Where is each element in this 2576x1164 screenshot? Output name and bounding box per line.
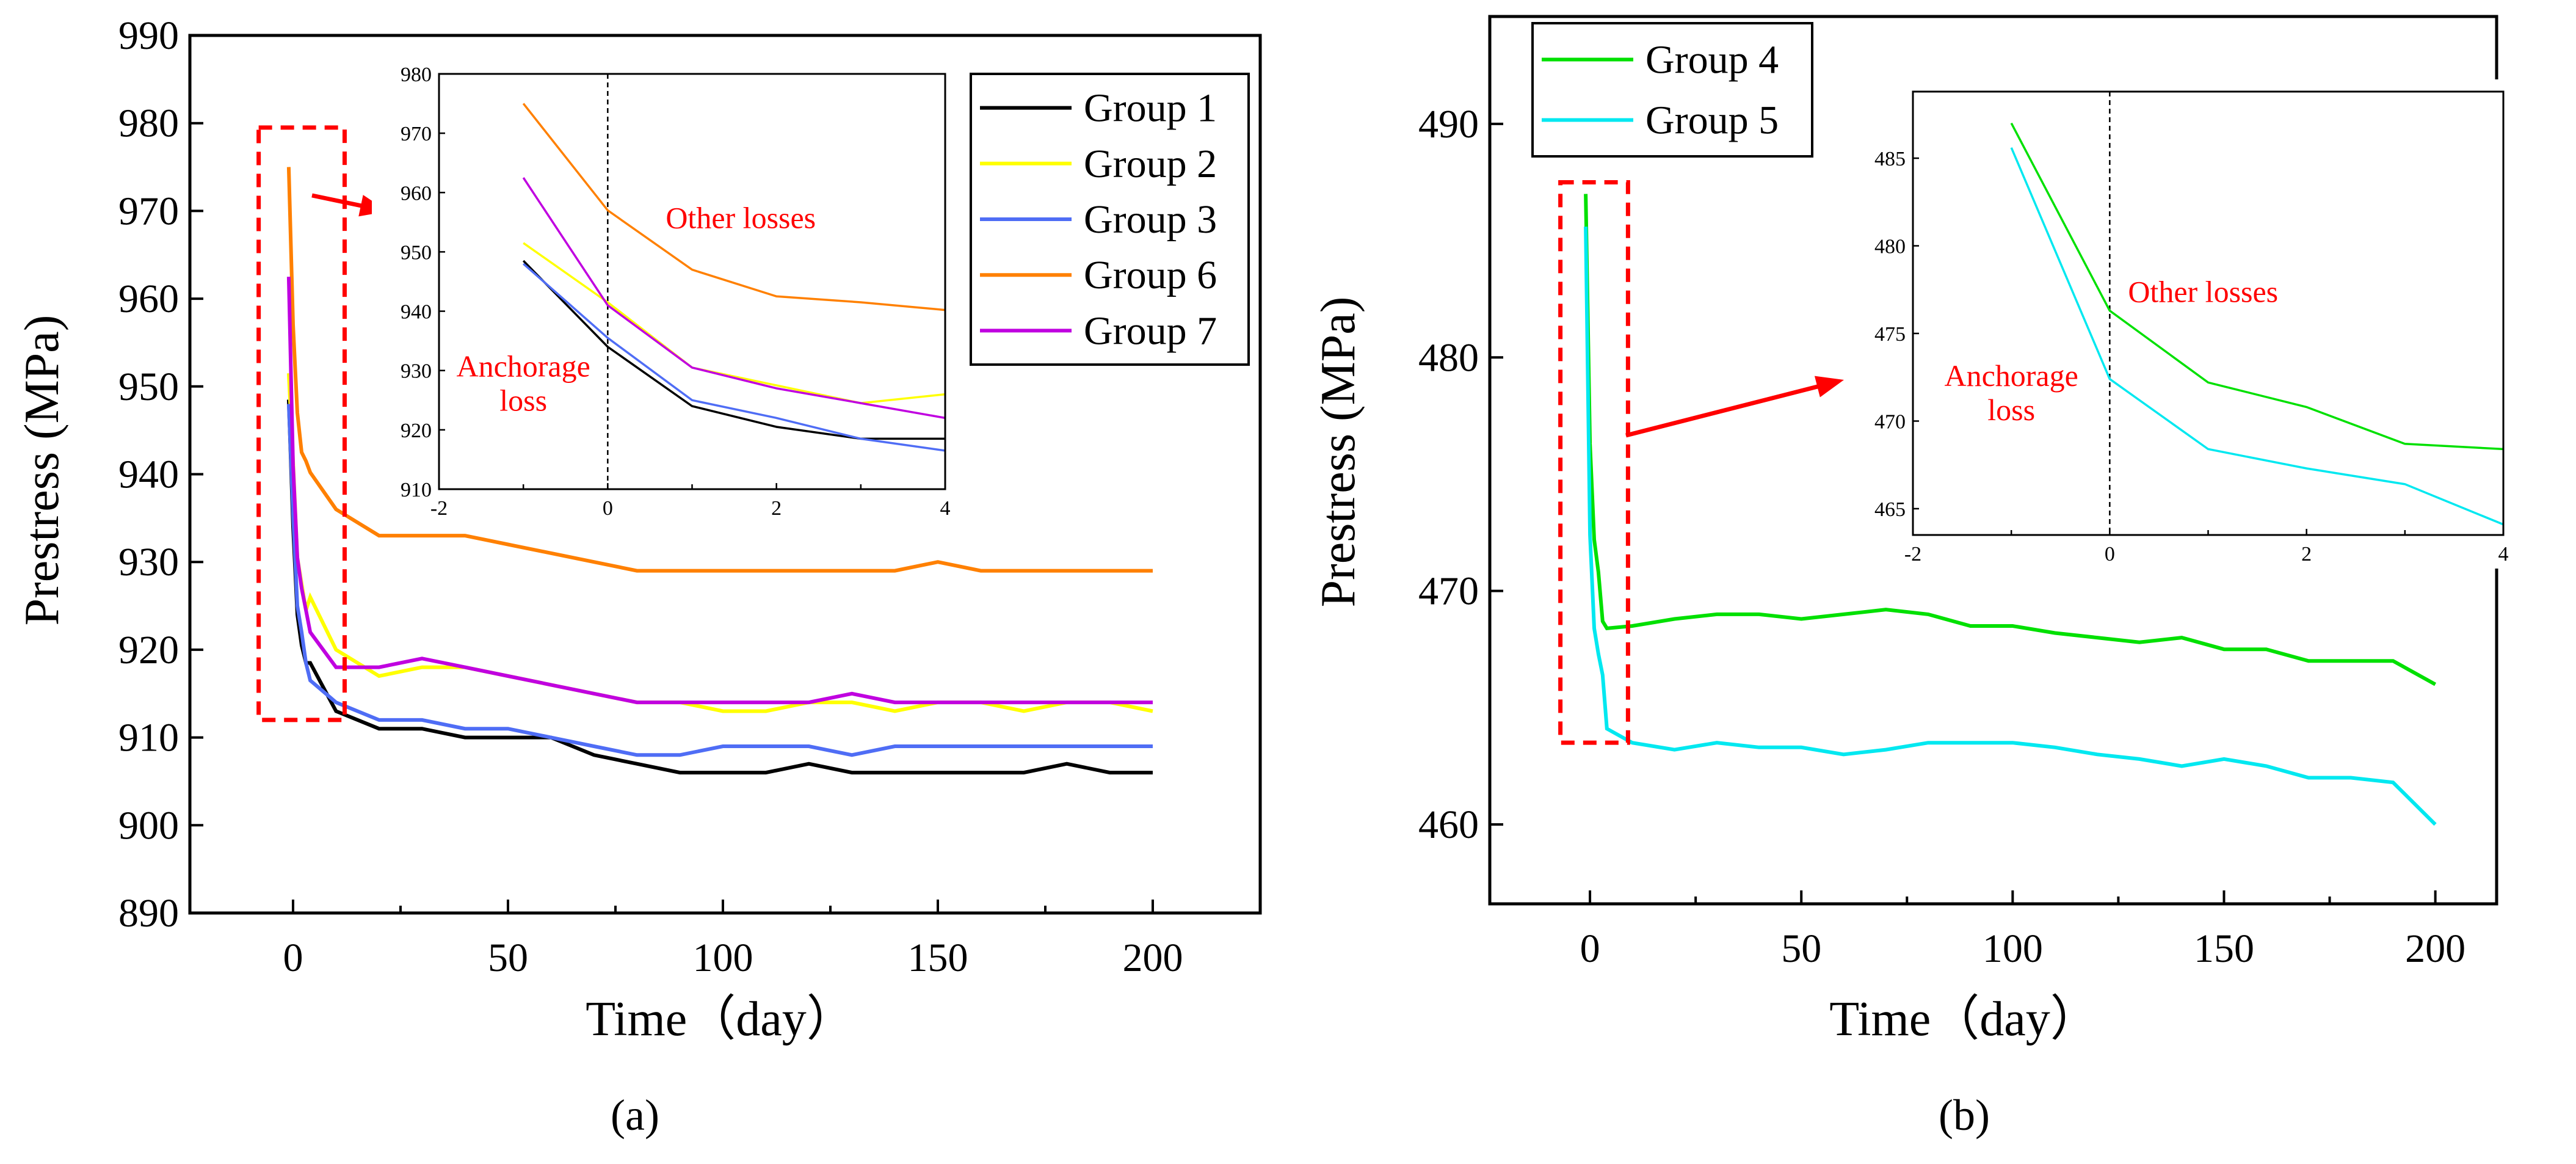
x-tick-label: 50	[488, 936, 528, 980]
annotation-loss: loss	[1987, 393, 2035, 427]
inset-x-tick-label: 0	[603, 497, 613, 520]
annotation-anchorage: Anchorage	[456, 349, 590, 383]
panel-label-b: (b)	[1939, 1091, 1990, 1140]
inset-y-tick-label: 980	[401, 64, 432, 86]
series-line-group-3	[286, 404, 1153, 757]
legend-label: Group 7	[1084, 308, 1217, 353]
inset-series-line-group-1	[522, 260, 945, 440]
inset-series-line-group-7	[522, 177, 945, 420]
inset-x-tick-label: -2	[430, 497, 448, 520]
y-tick-label: 910	[118, 716, 179, 760]
highlight-box	[1558, 180, 1630, 745]
inset-y-tick-label: 480	[1874, 236, 1906, 258]
legend-label: Group 4	[1645, 38, 1779, 82]
y-tick-label: 490	[1418, 102, 1479, 147]
inset-y-tick-label: 940	[401, 301, 432, 324]
x-tick-label: 0	[1580, 926, 1600, 971]
inset-x-tick-label: 2	[771, 497, 782, 520]
y-axis-label: Prestress (MPa)	[1312, 297, 1365, 608]
inset-y-tick-label: 920	[401, 420, 432, 442]
legend-box	[1531, 22, 1813, 158]
inset-series-line-group-4	[2010, 122, 2503, 451]
annotation-other-losses: Other losses	[2128, 274, 2278, 308]
annotation-other-losses: Other losses	[666, 201, 816, 235]
annotation-anchorage: Anchorage	[1944, 358, 2078, 393]
inset-y-tick-label: 930	[401, 360, 432, 383]
panel-a: 0 50 100 150 200 890 900 910 920 930 940 950 960 970 9…	[15, 13, 1262, 1046]
highlight-box	[256, 125, 347, 722]
x-axis-label: Time（day）	[586, 992, 855, 1046]
arrow-head-icon	[1814, 376, 1844, 398]
x-tick-label: 150	[2194, 926, 2254, 971]
inset-chart: -2 0 2 4 910 920 930 940 950 960 970 980 Anchoragelo…	[372, 62, 954, 523]
inset-x-tick-label: -2	[1904, 543, 1921, 566]
inset-y-tick-label: 465	[1874, 498, 1906, 521]
legend-label: Group 3	[1084, 197, 1217, 242]
y-axis-label: Prestress (MPa)	[15, 315, 69, 626]
series-line-group-6	[286, 167, 1153, 573]
legend: Group 1 Group 2 Group 3 Group 6 Group 7	[970, 73, 1250, 366]
y-tick-label: 920	[118, 628, 179, 672]
annotation-loss: loss	[499, 383, 547, 417]
panel-label-a: (a)	[611, 1091, 659, 1140]
arrow-line	[311, 193, 371, 210]
x-tick-label: 150	[907, 936, 968, 980]
y-tick-label: 470	[1418, 569, 1479, 614]
panel-b: 0 50 100 150 200 460 470 480 490 Prestress (MPa) T…	[1312, 15, 2513, 1046]
inset-y-tick-label: 485	[1874, 148, 1906, 170]
y-tick-label: 930	[118, 540, 179, 584]
inset-x-tick-label: 0	[2105, 543, 2115, 566]
inset-y-tick-label: 910	[401, 479, 432, 501]
legend-label: Group 6	[1084, 253, 1217, 297]
inset-series-line-group-3	[523, 263, 945, 452]
x-tick-label: 200	[2405, 926, 2465, 971]
y-tick-label: 950	[118, 365, 179, 409]
inset-x-tick-label: 2	[2301, 543, 2312, 566]
inset-background	[372, 62, 954, 523]
x-tick-label: 100	[1983, 926, 2043, 971]
y-tick-label: 940	[118, 453, 179, 497]
arrow-line	[1625, 382, 1827, 438]
inset-y-tick-label: 475	[1874, 323, 1906, 346]
inset-series-line-group-5	[2010, 147, 2503, 526]
y-tick-label: 480	[1418, 335, 1479, 380]
y-tick-label: 460	[1418, 802, 1479, 847]
inset-y-tick-label: 950	[401, 241, 432, 264]
legend: Group 4 Group 5	[1531, 22, 1813, 158]
y-tick-label: 990	[118, 13, 179, 58]
series-line-group-4	[1584, 194, 2437, 686]
inset-y-tick-label: 960	[401, 182, 432, 205]
x-axis-label: Time（day）	[1829, 992, 2099, 1046]
y-tick-label: 960	[118, 277, 179, 321]
x-tick-label: 100	[692, 936, 753, 980]
inset-y-tick-label: 970	[401, 123, 432, 145]
inset-series-line-group-6	[522, 103, 945, 311]
legend-label: Group 1	[1084, 86, 1217, 131]
y-tick-label: 970	[118, 189, 179, 233]
series-line-group-5	[1584, 227, 2437, 826]
y-tick-label: 900	[118, 803, 179, 848]
series-line-group-7	[286, 277, 1153, 705]
y-tick-label: 980	[118, 101, 179, 146]
inset-x-tick-label: 4	[940, 497, 951, 520]
inset-series-line-group-2	[523, 242, 945, 404]
inset-background	[1846, 79, 2513, 569]
x-tick-label: 200	[1122, 936, 1183, 980]
inset-y-tick-label: 470	[1874, 410, 1906, 433]
legend-label: Group 2	[1084, 142, 1217, 186]
x-tick-label: 0	[283, 936, 303, 980]
y-tick-label: 890	[118, 891, 179, 936]
x-tick-label: 50	[1781, 926, 1821, 971]
inset-x-tick-label: 4	[2498, 543, 2509, 566]
legend-label: Group 5	[1645, 98, 1779, 143]
